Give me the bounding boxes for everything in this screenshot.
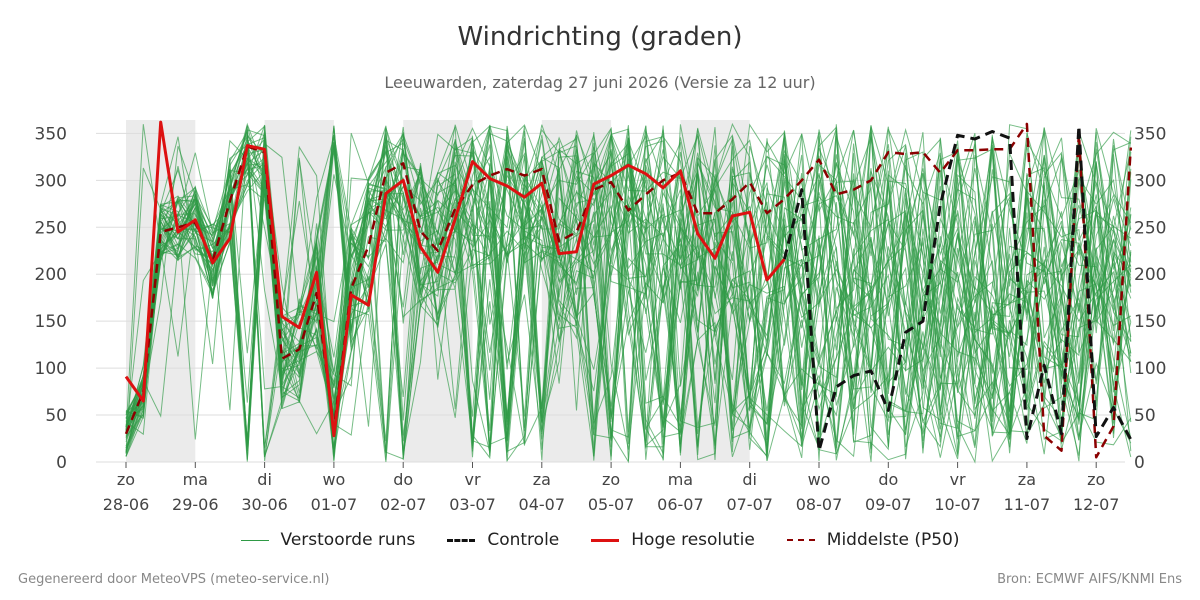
x-tick-date: 11-07 bbox=[1004, 495, 1051, 514]
y-tick-label-right: 0 bbox=[1134, 453, 1145, 473]
x-tick-date: 03-07 bbox=[449, 495, 496, 514]
ensemble-member-50 bbox=[125, 129, 1132, 453]
legend-swatch-median bbox=[786, 539, 815, 541]
x-tick-day: za bbox=[1018, 470, 1036, 489]
footer-source: Bron: ECMWF AIFS/KNMI Ens bbox=[997, 572, 1182, 587]
x-tick-date: 30-06 bbox=[241, 495, 288, 514]
chart-title: Windrichting (graden) bbox=[457, 22, 743, 52]
x-tick-date: 12-07 bbox=[1073, 495, 1120, 514]
x-tick-day: do bbox=[393, 470, 413, 489]
x-tick-date: 09-07 bbox=[865, 495, 912, 514]
y-tick-label-right: 200 bbox=[1134, 265, 1166, 285]
y-tick-label-right: 150 bbox=[1134, 312, 1166, 332]
x-tick-date: 08-07 bbox=[796, 495, 843, 514]
x-tick-day: wo bbox=[322, 470, 345, 489]
x-tick-day: ma bbox=[183, 470, 208, 489]
y-tick-label-left: 50 bbox=[45, 406, 67, 426]
legend-swatch-control bbox=[447, 538, 476, 542]
x-tick-day: zo bbox=[117, 470, 135, 489]
y-tick-label-right: 250 bbox=[1134, 218, 1166, 238]
x-tick-day: vr bbox=[950, 470, 966, 489]
y-tick-label-left: 350 bbox=[35, 124, 67, 144]
median-line bbox=[124, 122, 1133, 459]
y-tick-label-left: 150 bbox=[35, 312, 67, 332]
x-tick-day: zo bbox=[602, 470, 620, 489]
ensemble-member-47 bbox=[125, 125, 1132, 462]
legend-item-control[interactable]: Controle bbox=[447, 530, 559, 550]
legend: Verstoorde runs Controle Hoge resolutie … bbox=[0, 530, 1200, 550]
ensemble-member-41 bbox=[125, 125, 1132, 461]
legend-label-ensemble: Verstoorde runs bbox=[280, 530, 416, 550]
legend-label-high-res: Hoge resolutie bbox=[631, 530, 755, 550]
ensemble-member-6 bbox=[125, 124, 1132, 461]
x-tick-day: di bbox=[742, 470, 757, 489]
x-tick-date: 28-06 bbox=[103, 495, 150, 514]
x-tick-day: ma bbox=[668, 470, 693, 489]
x-tick-date: 07-07 bbox=[726, 495, 773, 514]
x-tick-date: 01-07 bbox=[311, 495, 358, 514]
x-tick-day: di bbox=[257, 470, 272, 489]
ensemble-member-48 bbox=[125, 122, 1132, 442]
y-tick-label-left: 200 bbox=[35, 265, 67, 285]
ensemble-member-17 bbox=[125, 128, 1132, 461]
ensemble-member-14 bbox=[125, 124, 1132, 462]
axes: 0 0 50 50 100 100 150 150 200 200 250 250 300 300 350 3… bbox=[35, 124, 1167, 514]
legend-item-ensemble[interactable]: Verstoorde runs bbox=[240, 530, 416, 550]
x-tick-day: za bbox=[533, 470, 551, 489]
y-tick-label-left: 100 bbox=[35, 359, 67, 379]
ensemble-member-36 bbox=[125, 126, 1132, 460]
legend-label-control: Controle bbox=[487, 530, 560, 550]
control-line bbox=[782, 124, 1133, 453]
chart-subtitle: Leeuwarden, zaterdag 27 juni 2026 (Versi… bbox=[384, 73, 816, 92]
x-tick-day: vr bbox=[464, 470, 480, 489]
x-tick-date: 06-07 bbox=[657, 495, 704, 514]
x-tick-day: zo bbox=[1087, 470, 1105, 489]
ensemble-member-35 bbox=[125, 123, 1132, 449]
ensemble-member-49 bbox=[125, 127, 1132, 461]
ensemble-member-46 bbox=[125, 148, 1132, 454]
legend-swatch-ensemble bbox=[240, 539, 269, 541]
y-tick-label-left: 250 bbox=[35, 218, 67, 238]
main-series bbox=[124, 120, 1133, 459]
x-tick-date: 29-06 bbox=[172, 495, 219, 514]
ensemble-lines bbox=[125, 122, 1132, 464]
y-tick-label-right: 350 bbox=[1134, 124, 1166, 144]
x-tick-date: 05-07 bbox=[588, 495, 635, 514]
ensemble-member-43 bbox=[125, 137, 1132, 444]
ensemble-member-34 bbox=[125, 125, 1132, 464]
x-tick-date: 10-07 bbox=[934, 495, 981, 514]
legend-label-median: Middelste (P50) bbox=[826, 530, 960, 550]
legend-item-high-res[interactable]: Hoge resolutie bbox=[591, 530, 755, 550]
x-tick-date: 04-07 bbox=[519, 495, 566, 514]
legend-item-median[interactable]: Middelste (P50) bbox=[786, 530, 960, 550]
y-tick-label-right: 100 bbox=[1134, 359, 1166, 379]
y-tick-label-right: 300 bbox=[1134, 171, 1166, 191]
x-tick-day: wo bbox=[808, 470, 831, 489]
high-res-line bbox=[124, 120, 786, 438]
y-tick-label-left: 0 bbox=[56, 453, 67, 473]
x-tick-date: 02-07 bbox=[380, 495, 427, 514]
y-tick-label-right: 50 bbox=[1134, 406, 1156, 426]
shaded-band-4 bbox=[680, 120, 750, 462]
footer-generated-by: Gegenereerd door MeteoVPS (meteo-service… bbox=[18, 572, 330, 587]
y-tick-label-left: 300 bbox=[35, 171, 67, 191]
ensemble-member-44 bbox=[125, 124, 1132, 462]
x-tick-day: do bbox=[878, 470, 898, 489]
ensemble-member-26 bbox=[125, 127, 1132, 455]
legend-swatch-high-res bbox=[591, 538, 620, 542]
